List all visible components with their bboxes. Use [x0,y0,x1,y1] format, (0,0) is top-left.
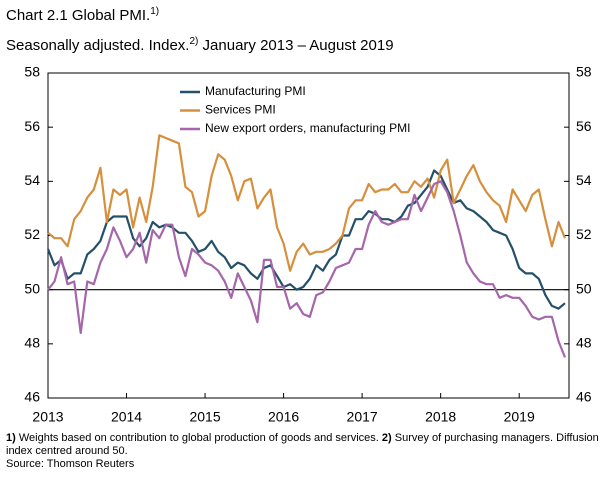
x-tick-label: 2013 [32,409,63,425]
y2-tick-label: 52 [576,226,592,242]
title-block: Chart 2.1 Global PMI.1) [6,6,159,24]
x-tick-label: 2014 [111,409,142,425]
x-tick-label: 2018 [425,409,456,425]
note-text: Weights based on contribution to global … [18,432,379,444]
source: Source: Thomson Reuters [6,458,135,470]
notes: 1) Weights based on contribution to glob… [6,432,601,471]
chart: 46 46 48 48 50 50 52 52 54 54 56 56 58 58 2013 2014 2015… [24,64,592,425]
y2-tick-label: 48 [576,335,592,351]
series-line [47,134,567,272]
x-tick-label: 2017 [347,409,378,425]
y-tick-label: 52 [24,226,40,242]
title-note: 1) [150,6,160,17]
y2-tick-label: 58 [576,64,592,80]
legend-label: New export orders, manufacturing PMI [205,121,410,135]
series-line [47,180,567,358]
x-tick-label: 2019 [504,409,535,425]
y2-tick-label: 46 [576,389,592,405]
title: Chart 2.1 Global PMI. [6,7,151,24]
subtitle-note: 2) [189,36,199,47]
y-tick-label: 58 [24,64,40,80]
x-tick-label: 2015 [189,409,220,425]
legend-label: Services PMI [205,103,276,117]
y-tick-label: 46 [24,389,40,405]
note-marker: 1) [6,432,16,444]
note-text: Survey of purchasing managers. Diffusion… [6,432,599,457]
note-marker: 2) [381,432,392,444]
y-tick-label: 54 [24,172,40,188]
y-tick-label: 56 [24,118,40,134]
series-line [46,169,566,310]
y-tick-label: 50 [24,280,40,296]
subtitle-block: Seasonally adjusted. Index.2) January 20… [6,36,394,54]
y2-tick-label: 50 [576,280,592,296]
x-tick-label: 2016 [268,409,299,425]
subtitle-period: January 2013 – August 2019 [202,37,394,54]
legend-label: Manufacturing PMI [205,84,306,98]
y2-tick-label: 54 [576,172,592,188]
y2-tick-label: 56 [576,118,592,134]
subtitle: Seasonally adjusted. Index. [6,37,190,54]
y-tick-label: 48 [24,335,40,351]
